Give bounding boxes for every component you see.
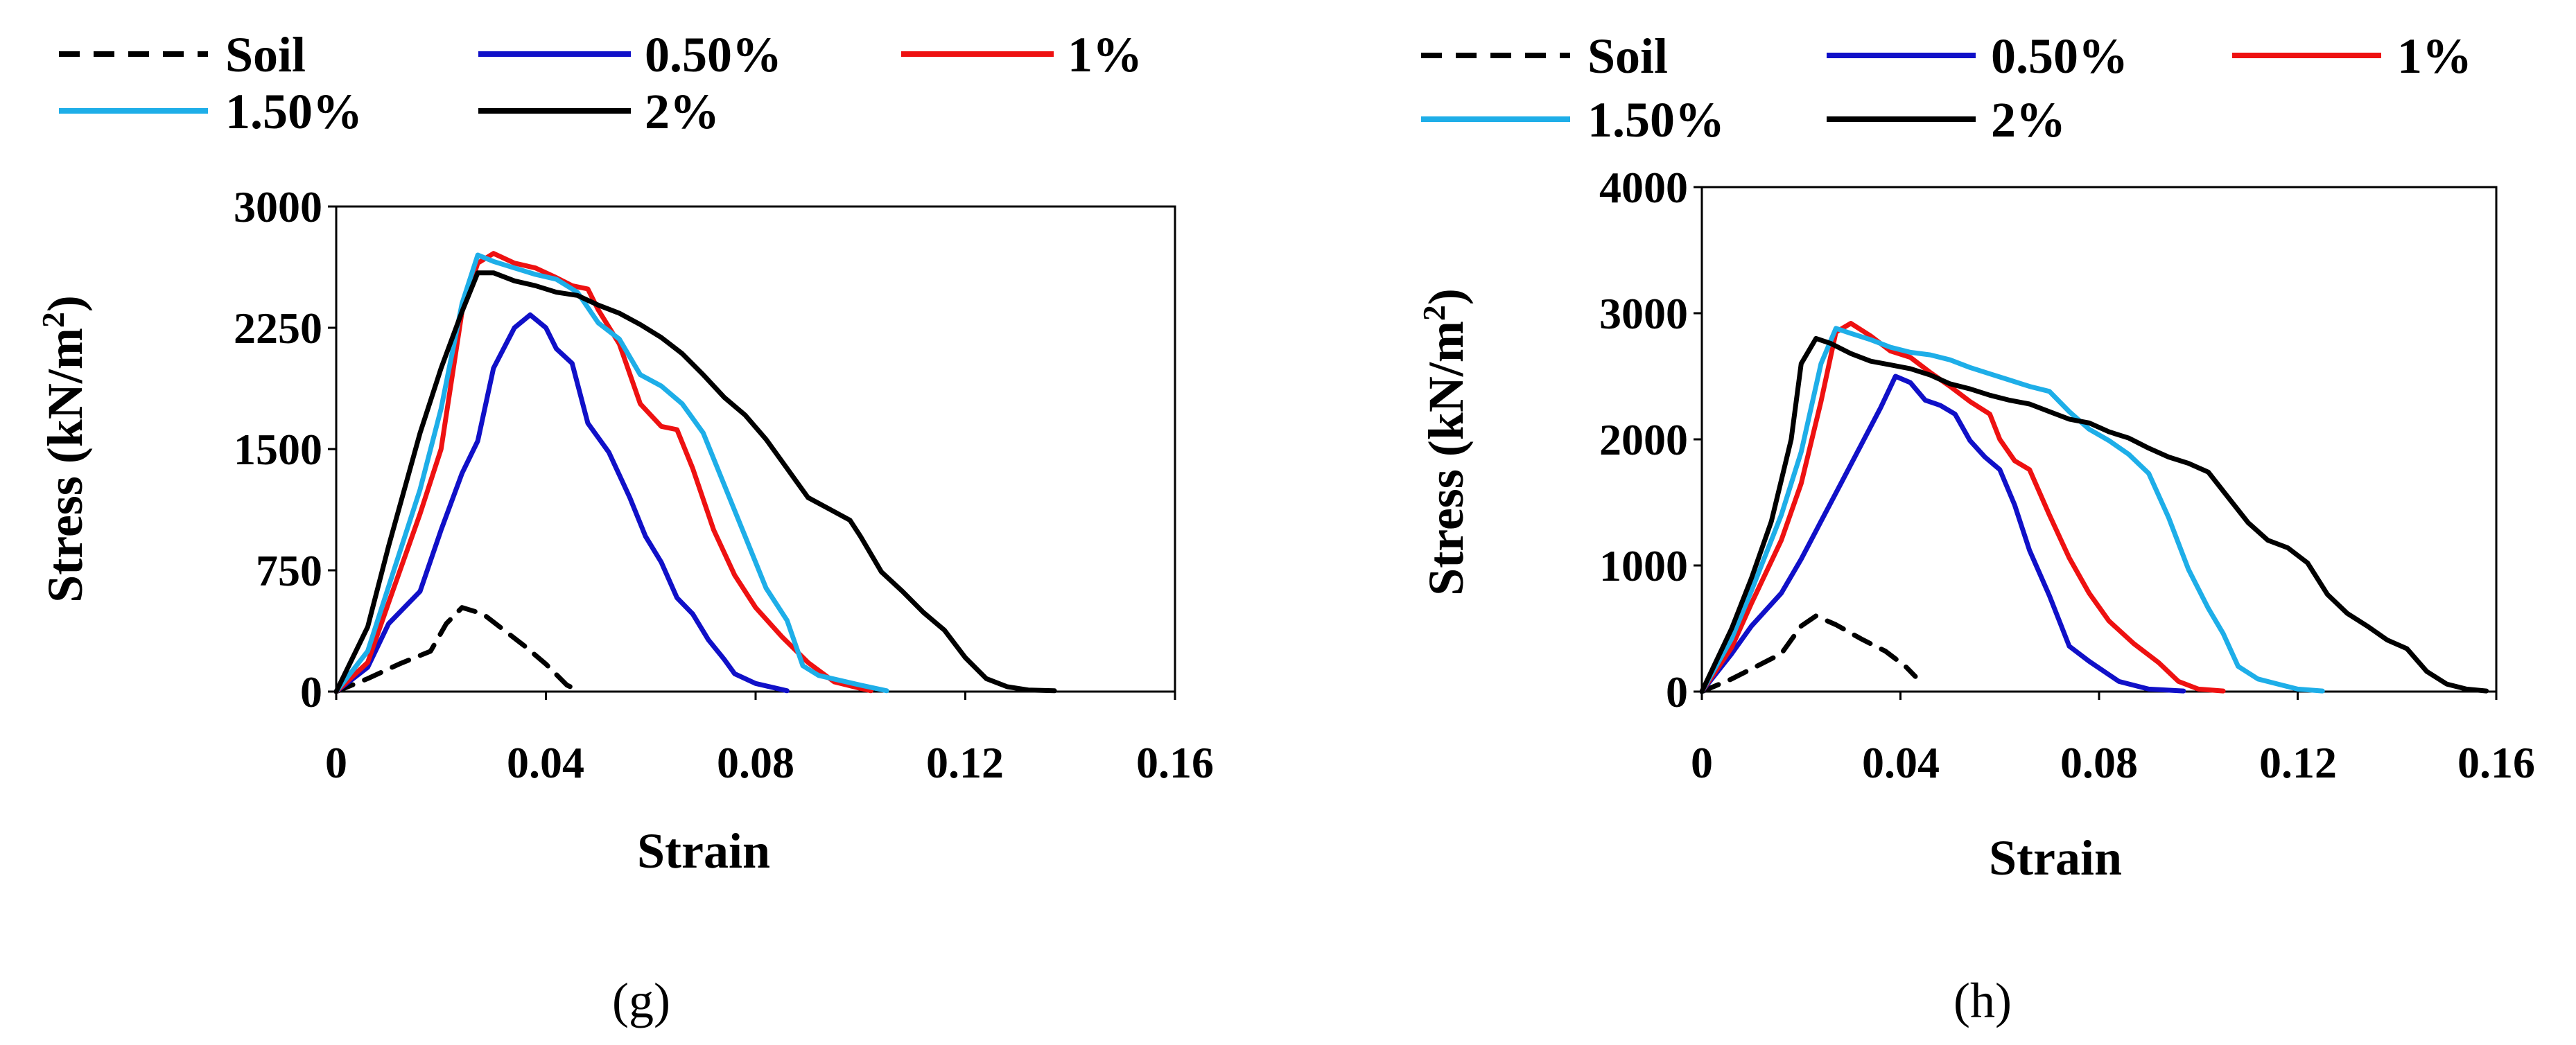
series-line-g-2pct (333, 270, 1057, 694)
y-ticks-g: 0 750 1500 2250 3000 (234, 182, 322, 717)
x-tick-label: 0.04 (1862, 738, 1940, 787)
y-axis-title-h: Stress (kN/m2) (1416, 288, 1474, 596)
x-ticks-h: 0 0.04 0.08 0.12 0.16 (1691, 738, 2535, 787)
x-tick-label: 0.08 (2060, 738, 2138, 787)
y-axis-title-main: Stress (kN/m (37, 328, 93, 603)
x-tick-label: 0.16 (1136, 738, 1214, 787)
series-group-g (328, 205, 1176, 700)
y-tick-label: 1000 (1599, 541, 1688, 590)
legend-g: Soil 0.50% 1% 1.50% 2% (59, 27, 1142, 139)
y-tick-label: 4000 (1599, 163, 1688, 212)
y-tick-label: 0 (1666, 667, 1688, 717)
x-tick-label: 0 (1691, 738, 1713, 787)
x-tick-label: 0.12 (926, 738, 1004, 787)
series-group-h (1694, 186, 2498, 700)
legend-h-1-label: 1% (2397, 28, 2472, 84)
y-tick-label: 1500 (234, 425, 322, 474)
panel-label-g: (g) (612, 973, 670, 1028)
y-tick-label: 0 (300, 667, 322, 717)
series-line-h-050pct (1699, 374, 2186, 694)
series-line-g-1pct (333, 251, 873, 694)
series-line-h-2pct (1699, 335, 2489, 694)
y-ticks-h: 0 1000 2000 3000 4000 (1599, 163, 1688, 717)
y-axis-title-main: Stress (kN/m (1418, 321, 1474, 596)
y-tick-label: 3000 (234, 182, 322, 231)
chart-g: Soil 0.50% 1% 1.50% 2% 0 750 1500 2250 3… (35, 27, 1214, 1028)
series-line-h-150pct (1699, 326, 2325, 694)
x-ticks-g: 0 0.04 0.08 0.12 0.16 (325, 738, 1214, 787)
x-tick-label: 0.08 (717, 738, 794, 787)
y-tick-label: 750 (256, 546, 322, 595)
legend-h-soil-label: Soil (1587, 28, 1668, 84)
legend-h-150-label: 1.50% (1587, 92, 1725, 148)
x-axis-title-h: Strain (1989, 830, 2122, 886)
x-axis-title-g: Strain (637, 823, 770, 879)
series-line-h-1pct (1699, 321, 2226, 694)
y-axis-title-sup: 2 (1416, 305, 1452, 321)
legend-g-1-label: 1% (1068, 27, 1142, 82)
x-tick-label: 0.12 (2259, 738, 2337, 787)
y-tick-label: 2000 (1599, 415, 1688, 464)
legend-h-2-label: 2% (1991, 92, 2066, 148)
legend-h-050-label: 0.50% (1991, 28, 2128, 84)
legend-h: Soil 0.50% 1% 1.50% 2% (1421, 28, 2472, 148)
chart-h: Soil 0.50% 1% 1.50% 2% 0 1000 2000 3000 … (1416, 28, 2535, 1028)
y-tick-label: 2250 (234, 304, 322, 353)
legend-g-soil-label: Soil (225, 27, 306, 82)
panel-label-h: (h) (1953, 973, 2012, 1028)
y-tick-label: 3000 (1599, 289, 1688, 338)
y-axis-title-g: Stress (kN/m2) (35, 295, 93, 603)
y-axis-title-close: ) (37, 295, 93, 312)
legend-g-150-label: 1.50% (225, 84, 363, 139)
series-line-g-150pct (333, 252, 889, 694)
legend-g-2-label: 2% (645, 84, 720, 139)
series-line-g-soil (333, 605, 580, 694)
y-axis-title-close: ) (1418, 288, 1474, 305)
x-tick-label: 0.04 (507, 738, 584, 787)
series-line-h-soil (1699, 613, 1918, 694)
x-tick-label: 0.16 (2457, 738, 2535, 787)
y-axis-title-sup: 2 (35, 312, 71, 328)
x-tick-label: 0 (325, 738, 347, 787)
series-line-g-050pct (333, 312, 790, 694)
legend-g-050-label: 0.50% (645, 27, 782, 82)
